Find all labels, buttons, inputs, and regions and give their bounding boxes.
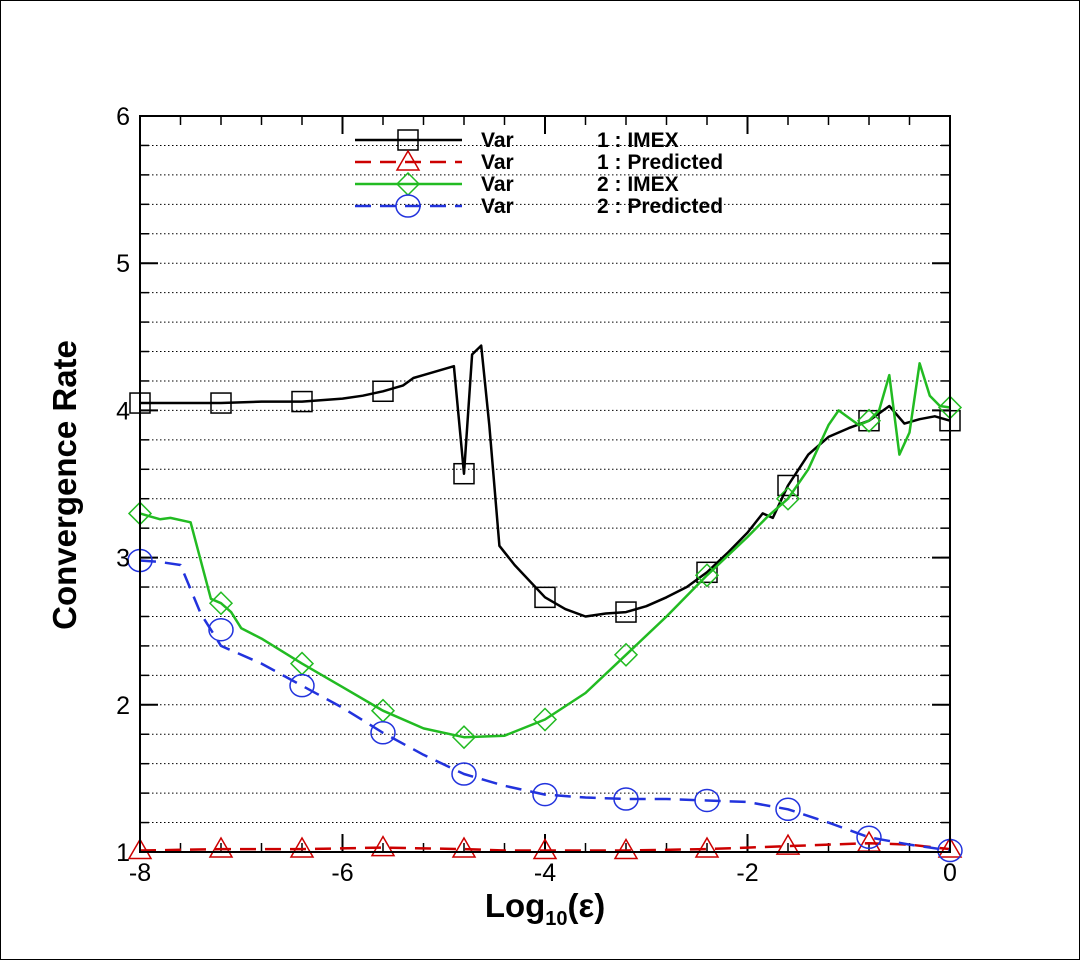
data-point-marker bbox=[451, 762, 477, 786]
x-axis-title-main: Log bbox=[485, 887, 545, 924]
data-point-marker bbox=[208, 836, 234, 858]
data-point-marker bbox=[453, 462, 475, 485]
data-point-marker bbox=[696, 561, 718, 584]
data-point-marker bbox=[291, 390, 313, 413]
legend-var-label: Var bbox=[481, 129, 514, 152]
x-tick-label: -6 bbox=[331, 859, 353, 887]
data-point-marker bbox=[534, 586, 556, 609]
plot-area-frame bbox=[139, 115, 951, 853]
data-point-marker bbox=[451, 836, 477, 858]
data-point-marker bbox=[127, 838, 153, 860]
y-tick-label: 2 bbox=[116, 692, 130, 720]
y-tick-label: 1 bbox=[116, 839, 130, 867]
x-axis-title: Log10(ε) bbox=[485, 887, 605, 930]
x-tick-label: 0 bbox=[943, 859, 957, 887]
x-axis-title-subscript: 10 bbox=[545, 908, 567, 930]
series-line bbox=[139, 841, 951, 852]
data-point-marker bbox=[775, 797, 801, 822]
data-point-marker bbox=[613, 787, 639, 811]
data-point-marker bbox=[532, 782, 558, 807]
data-point-marker bbox=[775, 486, 801, 511]
legend-var-label: Var bbox=[481, 173, 514, 196]
legend-var-label: Var bbox=[481, 195, 514, 218]
x-tick-label: -4 bbox=[534, 859, 556, 887]
data-point-marker bbox=[613, 838, 639, 860]
y-tick-label: 5 bbox=[116, 250, 130, 278]
data-point-marker bbox=[694, 836, 720, 858]
x-tick-label: -8 bbox=[129, 859, 151, 887]
data-point-marker bbox=[856, 408, 882, 433]
tick-labels: 1 2 3 4 5 6 -8 -6 -4 -2 0 bbox=[116, 103, 957, 887]
legend-series-label: 2 : Predicted bbox=[597, 195, 723, 218]
data-point-marker bbox=[615, 601, 637, 623]
data-point-marker bbox=[856, 825, 882, 850]
series-line bbox=[139, 362, 951, 739]
data-point-marker bbox=[372, 380, 394, 403]
legend-entry-3: Var 2 : IMEX bbox=[355, 171, 679, 197]
data-point-marker bbox=[451, 725, 477, 750]
series-2 bbox=[127, 830, 963, 860]
legend-series-label: 1 : Predicted bbox=[597, 151, 723, 174]
legend-entry-4: Var 2 : Predicted bbox=[355, 194, 723, 218]
data-point-marker bbox=[694, 563, 720, 588]
data-point-marker bbox=[370, 835, 396, 857]
data-point-marker bbox=[289, 836, 315, 858]
data-point-marker bbox=[694, 788, 720, 813]
data-point-marker bbox=[937, 836, 963, 858]
legend-marker bbox=[395, 149, 421, 171]
grid-lines bbox=[140, 144, 950, 824]
legend-entry-1: Var 1 : IMEX bbox=[355, 129, 679, 152]
y-tick-label: 6 bbox=[116, 103, 130, 131]
y-axis-title: Convergence Rate bbox=[46, 340, 83, 630]
y-tick-label: 3 bbox=[116, 545, 130, 573]
data-point-marker bbox=[613, 642, 639, 667]
data-point-marker bbox=[210, 392, 232, 414]
x-axis-title-tail: (ε) bbox=[568, 887, 606, 924]
series-line bbox=[140, 344, 951, 618]
legend-series-label: 2 : IMEX bbox=[597, 173, 679, 196]
data-point-marker bbox=[370, 721, 396, 745]
data-point-marker bbox=[289, 673, 315, 698]
x-tick-label: -2 bbox=[736, 859, 758, 887]
data-point-marker bbox=[532, 707, 558, 732]
legend-entry-2: Var 1 : Predicted bbox=[355, 149, 723, 174]
data-point-marker bbox=[532, 838, 558, 860]
legend-marker bbox=[395, 194, 421, 218]
y-tick-label: 4 bbox=[116, 397, 130, 425]
data-point-marker bbox=[775, 833, 801, 855]
legend-var-label: Var bbox=[481, 151, 514, 174]
legend-series-label: 1 : IMEX bbox=[597, 129, 679, 152]
data-point-marker bbox=[208, 617, 234, 642]
data-point-marker bbox=[208, 591, 234, 616]
